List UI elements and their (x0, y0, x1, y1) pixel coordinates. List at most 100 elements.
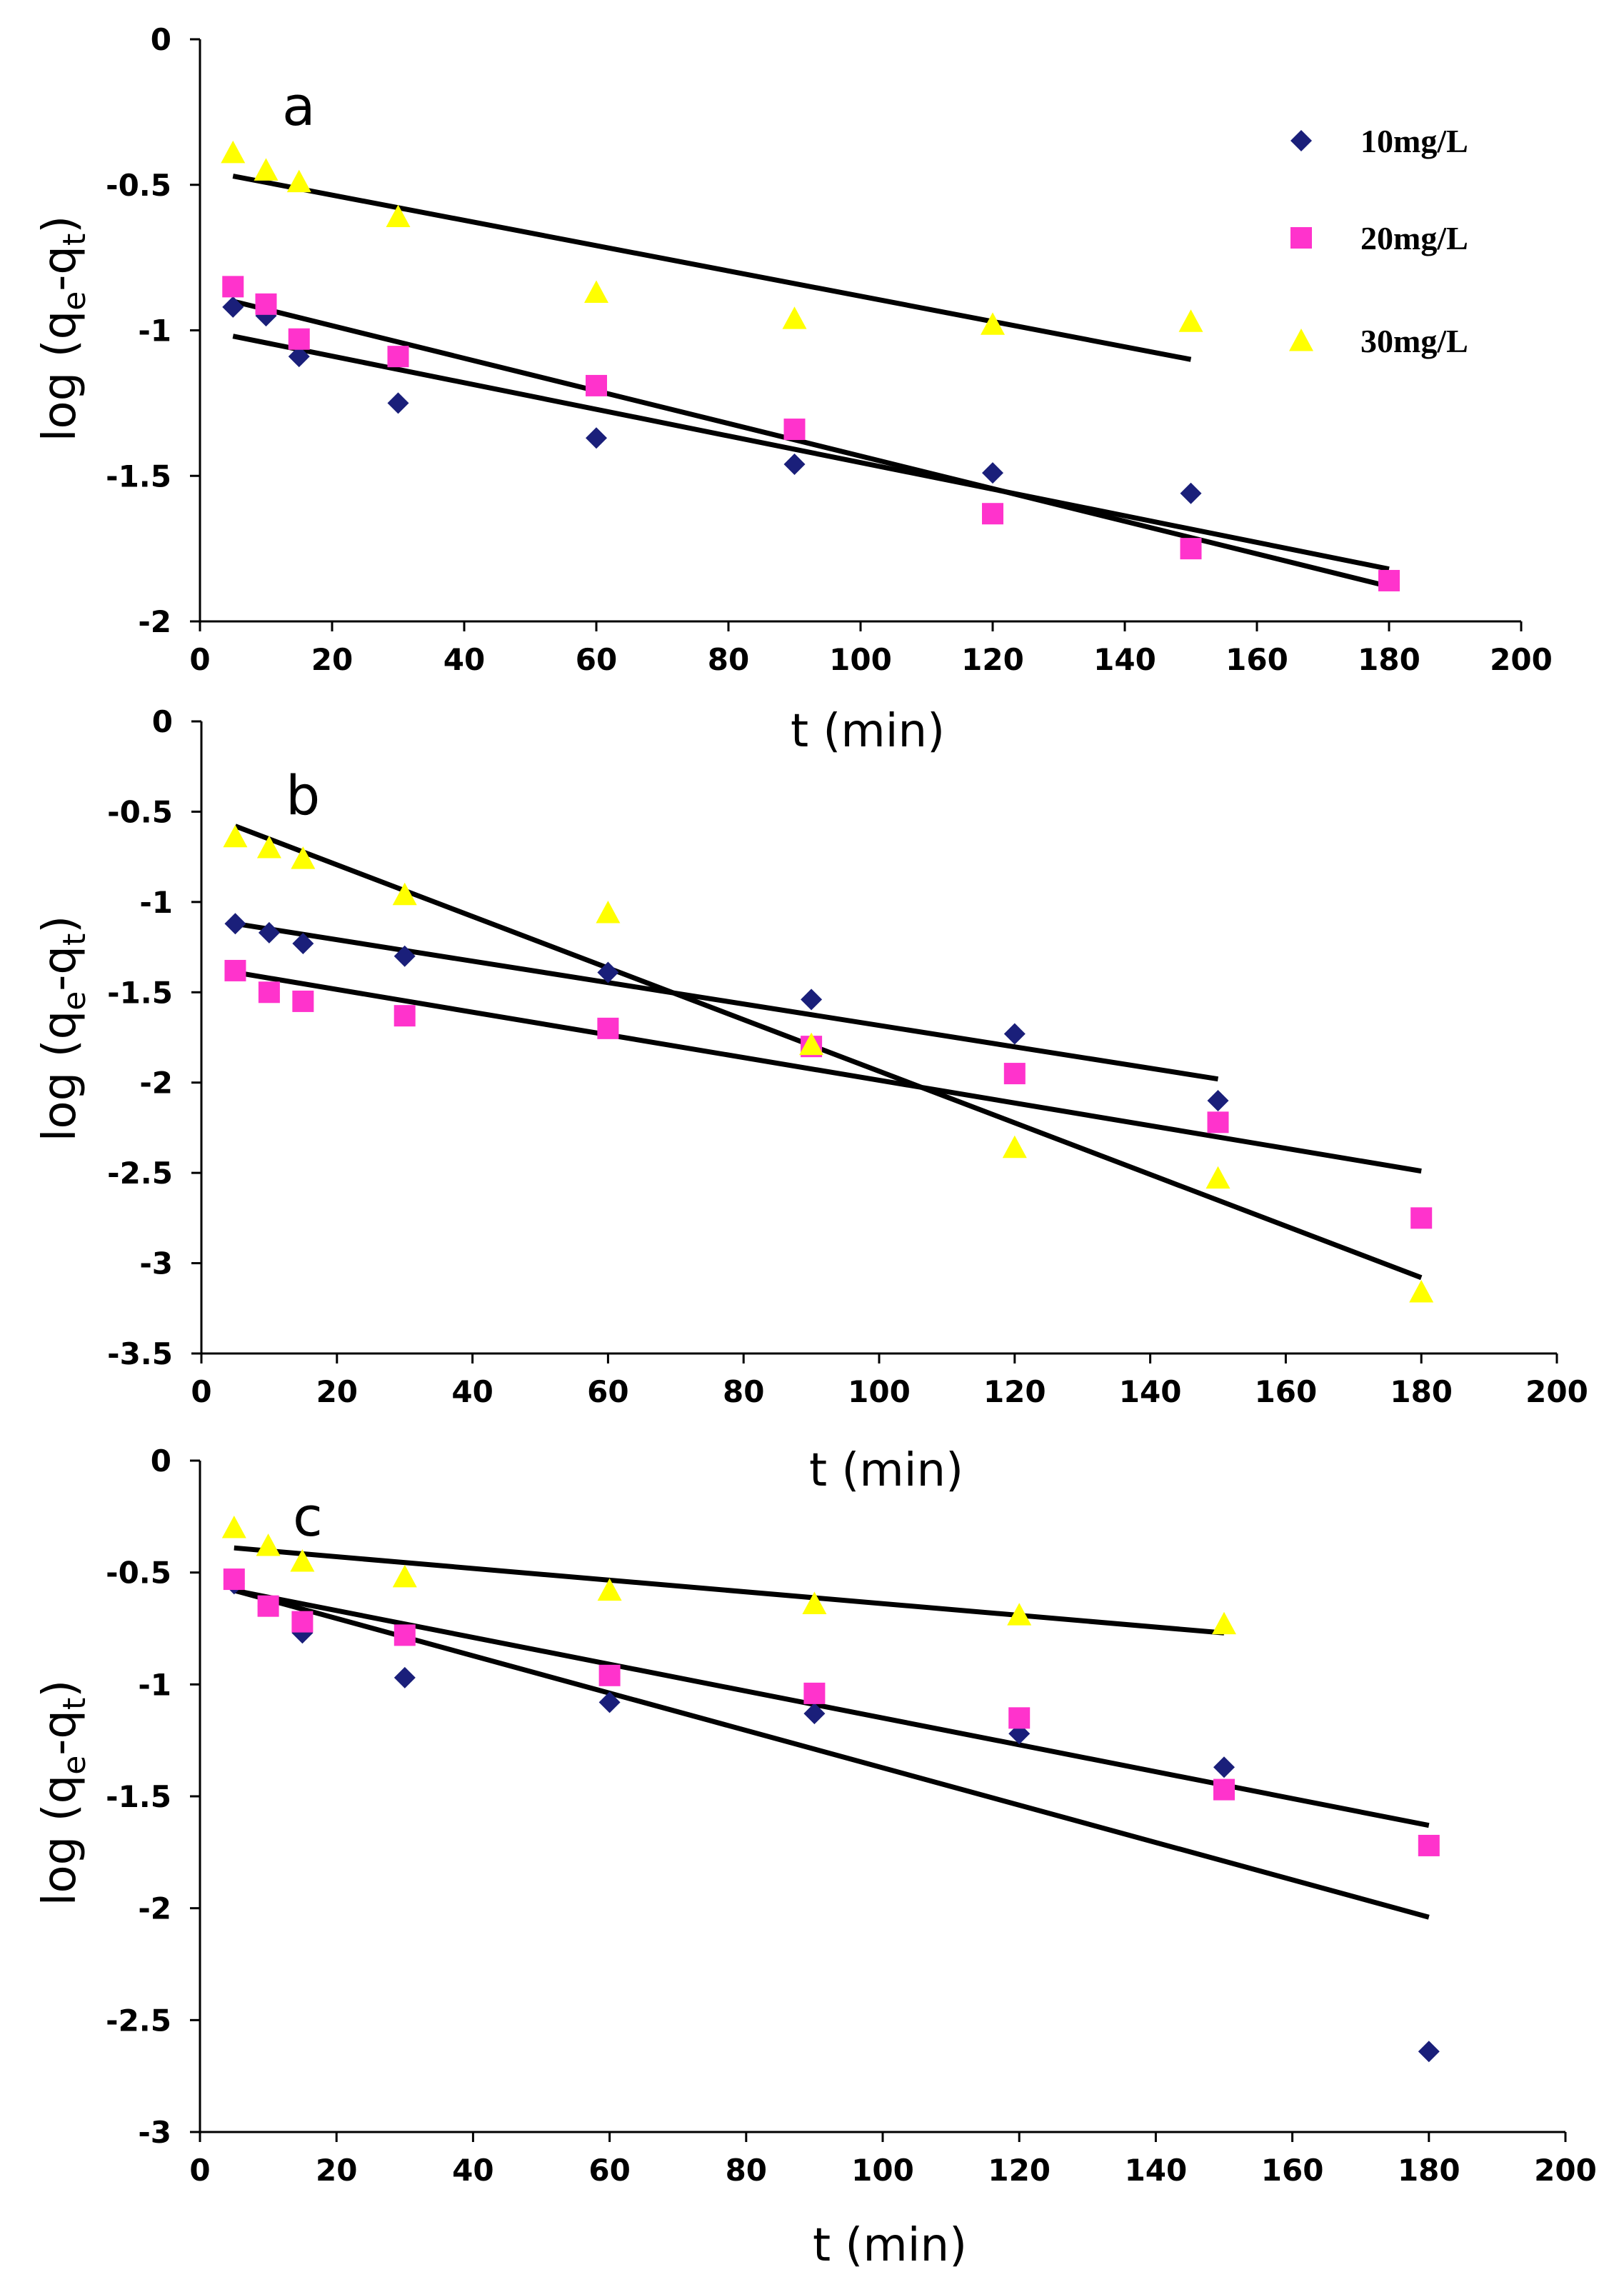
y-tick-label: -3.5 (107, 1336, 173, 1371)
chart-panel-b: 0 20 40 60 80 100 120 140 160 180 200 0 -0.5 -1 -1.5 -2… (34, 704, 1588, 1497)
y-tick-label: -1 (139, 885, 173, 920)
data-point-diamond (1003, 1023, 1026, 1045)
data-point-diamond (387, 392, 409, 414)
legend-label: 30mg/L (1360, 323, 1468, 359)
data-point-triangle (392, 1564, 417, 1588)
y-tick-label: -1.5 (107, 975, 173, 1010)
data-point-diamond (222, 296, 244, 318)
x-tick-label: 0 (189, 2153, 210, 2188)
data-point-diamond (1213, 1756, 1235, 1778)
x-tick-label: 120 (988, 2153, 1051, 2188)
data-point-triangle (1178, 309, 1203, 332)
x-tick-label: 200 (1534, 2153, 1597, 2188)
data-point-triangle (981, 312, 1005, 335)
data-point-square (291, 1611, 314, 1633)
x-tick-label: 160 (1255, 1374, 1318, 1409)
data-point-diamond (394, 1666, 416, 1688)
data-point-square (1008, 1707, 1031, 1729)
data-point-diamond (288, 346, 310, 368)
y-tick-label: -1 (138, 314, 171, 349)
x-tick-label: 80 (708, 642, 749, 677)
x-tick-label: 60 (576, 642, 617, 677)
data-point-triangle (1409, 1280, 1434, 1303)
data-point-triangle (799, 1032, 824, 1056)
x-tick-label: 40 (452, 2153, 493, 2188)
data-point-square (803, 1682, 826, 1704)
data-point-square (1418, 1834, 1440, 1856)
x-tick-label: 140 (1125, 2153, 1188, 2188)
chart-panel-a: 0 20 40 60 80 100 120 140 160 180 200 0 -0.5 -1 -1.5 -2… (34, 22, 1553, 758)
data-point-triangle (596, 901, 621, 924)
data-point-triangle (256, 836, 281, 859)
x-tick-label: 60 (588, 2153, 630, 2188)
legend-marker-triangle (1289, 329, 1313, 351)
data-point-diamond (224, 913, 246, 935)
data-point-square (258, 981, 280, 1004)
y-tick-label: 0 (152, 704, 173, 739)
x-tick-label: 60 (587, 1374, 628, 1409)
x-tick-label: 40 (451, 1374, 493, 1409)
data-point-diamond (1180, 482, 1202, 504)
data-point-square (1207, 1111, 1229, 1134)
y-tick-label: -1.5 (106, 1779, 171, 1814)
y-tick-label: -1 (138, 1667, 171, 1702)
data-point-diamond (803, 1703, 826, 1725)
data-point-triangle (802, 1591, 827, 1614)
data-point-triangle (782, 306, 807, 329)
x-axis-title: t (min) (809, 1444, 963, 1497)
x-tick-label: 120 (961, 642, 1024, 677)
y-tick-label: -0.5 (106, 168, 171, 203)
x-tick-label: 40 (443, 642, 485, 677)
y-tick-label: -2 (138, 604, 171, 639)
data-point-square (1410, 1207, 1433, 1229)
data-point-triangle (597, 1578, 622, 1601)
data-point-square (597, 1017, 619, 1039)
data-point-square (783, 419, 806, 441)
fit-line-10mg/L (232, 334, 1390, 572)
data-point-diamond (598, 1691, 621, 1713)
fit-line-30mg/L (234, 824, 1423, 1281)
x-axis-title: t (min) (813, 2219, 967, 2272)
x-tick-label: 180 (1358, 642, 1420, 677)
y-tick-label: -1.5 (106, 459, 171, 494)
x-tick-label: 100 (851, 2153, 914, 2188)
data-point-triangle (286, 169, 311, 193)
data-point-square (222, 276, 244, 298)
y-tick-label: -3 (138, 2115, 171, 2150)
x-tick-label: 120 (983, 1374, 1046, 1409)
x-tick-label: 20 (316, 1374, 358, 1409)
x-tick-label: 100 (848, 1374, 911, 1409)
data-point-diamond (801, 989, 823, 1011)
data-point-triangle (256, 1533, 281, 1556)
data-point-diamond (1418, 2041, 1440, 2063)
fit-line-30mg/L (234, 1545, 1225, 1636)
data-point-square (292, 990, 314, 1012)
data-point-triangle (584, 280, 608, 303)
legend-marker-square (1290, 227, 1312, 249)
x-tick-label: 140 (1119, 1374, 1182, 1409)
data-point-square (223, 1568, 245, 1591)
legend-label: 20mg/L (1360, 220, 1468, 256)
data-point-triangle (1206, 1166, 1230, 1189)
y-tick-label: -2.5 (106, 2003, 171, 2038)
x-tick-label: 200 (1525, 1374, 1588, 1409)
legend-marker-diamond (1290, 130, 1312, 151)
legend-label: 10mg/L (1360, 123, 1468, 159)
fit-line-10mg/L (233, 1588, 1430, 1920)
data-point-square (1003, 1063, 1026, 1085)
data-point-triangle (221, 140, 246, 164)
data-point-diamond (586, 427, 607, 449)
panel-label: a (282, 74, 316, 138)
panel-label: b (286, 764, 320, 827)
data-point-triangle (290, 1549, 315, 1572)
y-tick-label: -2 (139, 1066, 173, 1101)
data-point-triangle (1002, 1135, 1027, 1158)
data-point-triangle (392, 882, 417, 906)
x-tick-label: 0 (191, 1374, 211, 1409)
y-axis-title: log (qe-qt) (34, 1680, 93, 1906)
data-point-triangle (386, 204, 411, 228)
data-point-triangle (254, 158, 279, 181)
y-tick-label: -2.5 (107, 1156, 173, 1191)
